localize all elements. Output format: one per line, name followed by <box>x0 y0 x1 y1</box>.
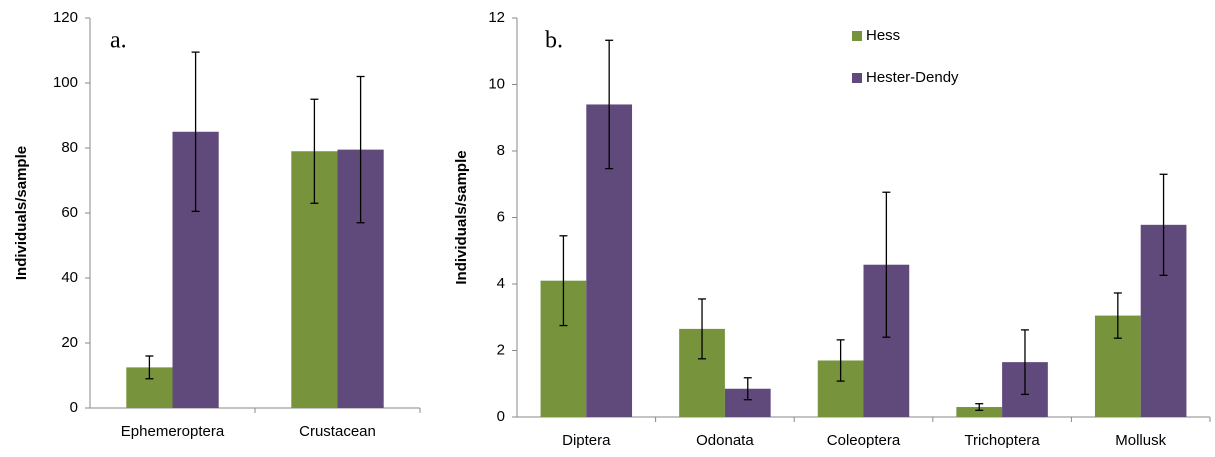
x-tick-label: Trichoptera <box>964 432 1040 449</box>
y-tick-label: 12 <box>488 9 505 26</box>
y-tick-label: 100 <box>53 74 78 91</box>
y-tick-label: 10 <box>488 75 505 92</box>
panel-label: b. <box>545 28 563 54</box>
y-tick-label: 2 <box>497 341 505 358</box>
x-tick-label: Ephemeroptera <box>121 423 225 440</box>
legend-swatch <box>852 31 862 41</box>
y-tick-label: 120 <box>53 9 78 26</box>
y-tick-label: 6 <box>497 208 505 225</box>
y-tick-label: 0 <box>70 399 78 416</box>
x-tick-label: Mollusk <box>1115 432 1166 449</box>
legend-label: Hess <box>866 27 900 44</box>
x-tick-label: Coleoptera <box>827 432 901 449</box>
panel-label: a. <box>110 28 127 54</box>
y-tick-label: 4 <box>497 275 505 292</box>
legend-label: Hester-Dendy <box>866 69 959 86</box>
x-tick-label: Diptera <box>562 432 611 449</box>
y-axis-label: Individuals/sample <box>13 146 30 280</box>
y-tick-label: 40 <box>61 269 78 286</box>
x-tick-label: Odonata <box>696 432 754 449</box>
y-tick-label: 0 <box>497 408 505 425</box>
x-tick-label: Crustacean <box>299 423 376 440</box>
y-axis-label: Individuals/sample <box>453 150 470 284</box>
y-tick-label: 60 <box>61 204 78 221</box>
legend-swatch <box>852 73 862 83</box>
bar <box>956 407 1003 417</box>
y-tick-label: 80 <box>61 139 78 156</box>
y-tick-label: 20 <box>61 334 78 351</box>
y-tick-label: 8 <box>497 142 505 159</box>
